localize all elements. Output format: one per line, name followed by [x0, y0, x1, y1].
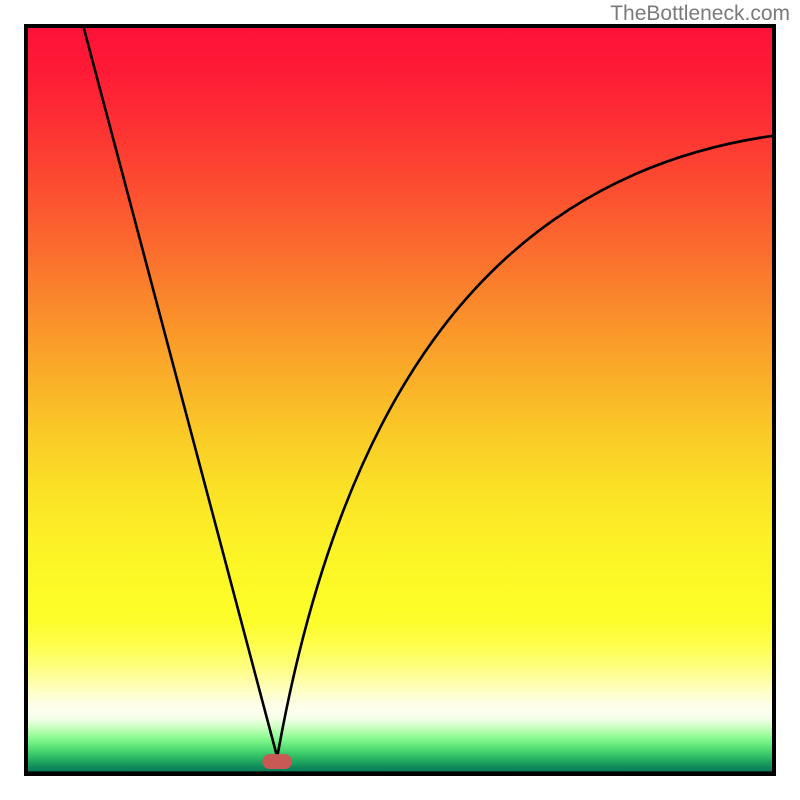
plot-area — [28, 28, 772, 772]
chart-container: TheBottleneck.com — [0, 0, 800, 800]
plot-svg — [28, 28, 772, 772]
chart-frame — [24, 24, 776, 776]
gradient-background — [28, 28, 772, 772]
watermark-text: TheBottleneck.com — [610, 2, 790, 26]
optimal-marker — [262, 754, 292, 769]
